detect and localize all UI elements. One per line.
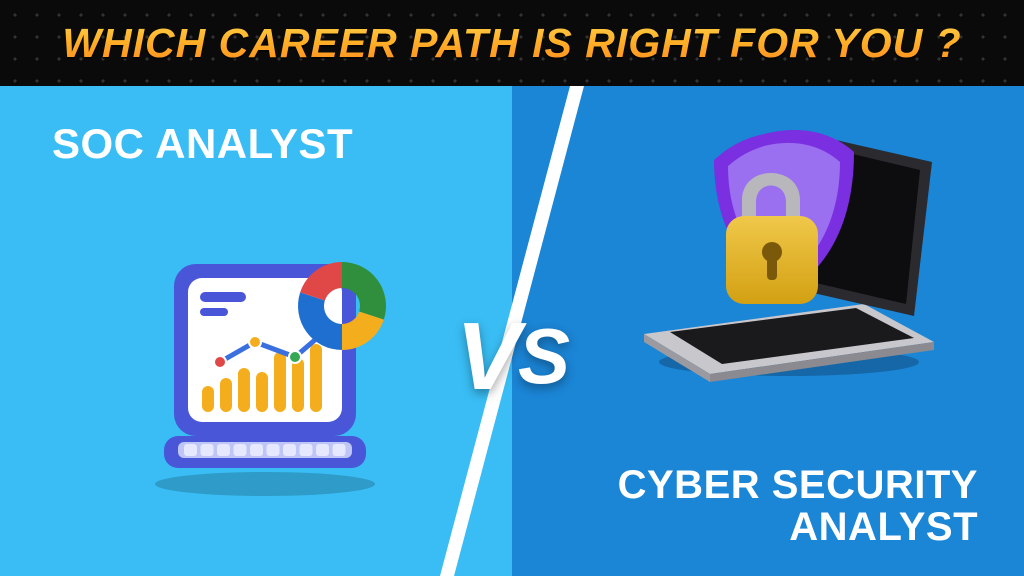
header: WHICH CAREER PATH IS RIGHT FOR YOU ? <box>0 0 1024 86</box>
vs-badge: VS <box>456 296 568 406</box>
right-label: CYBER SECURITY ANALYST <box>618 464 978 548</box>
comparison-body: VS SOC ANALYST CYBER SECURITY ANALYST <box>0 86 1024 576</box>
right-label-line2: ANALYST <box>789 505 978 549</box>
headline: WHICH CAREER PATH IS RIGHT FOR YOU ? <box>62 20 961 67</box>
analytics-laptop-icon <box>120 236 410 496</box>
security-laptop-icon <box>614 104 944 384</box>
left-label: SOC ANALYST <box>52 120 353 168</box>
right-label-line1: CYBER SECURITY <box>618 463 978 507</box>
